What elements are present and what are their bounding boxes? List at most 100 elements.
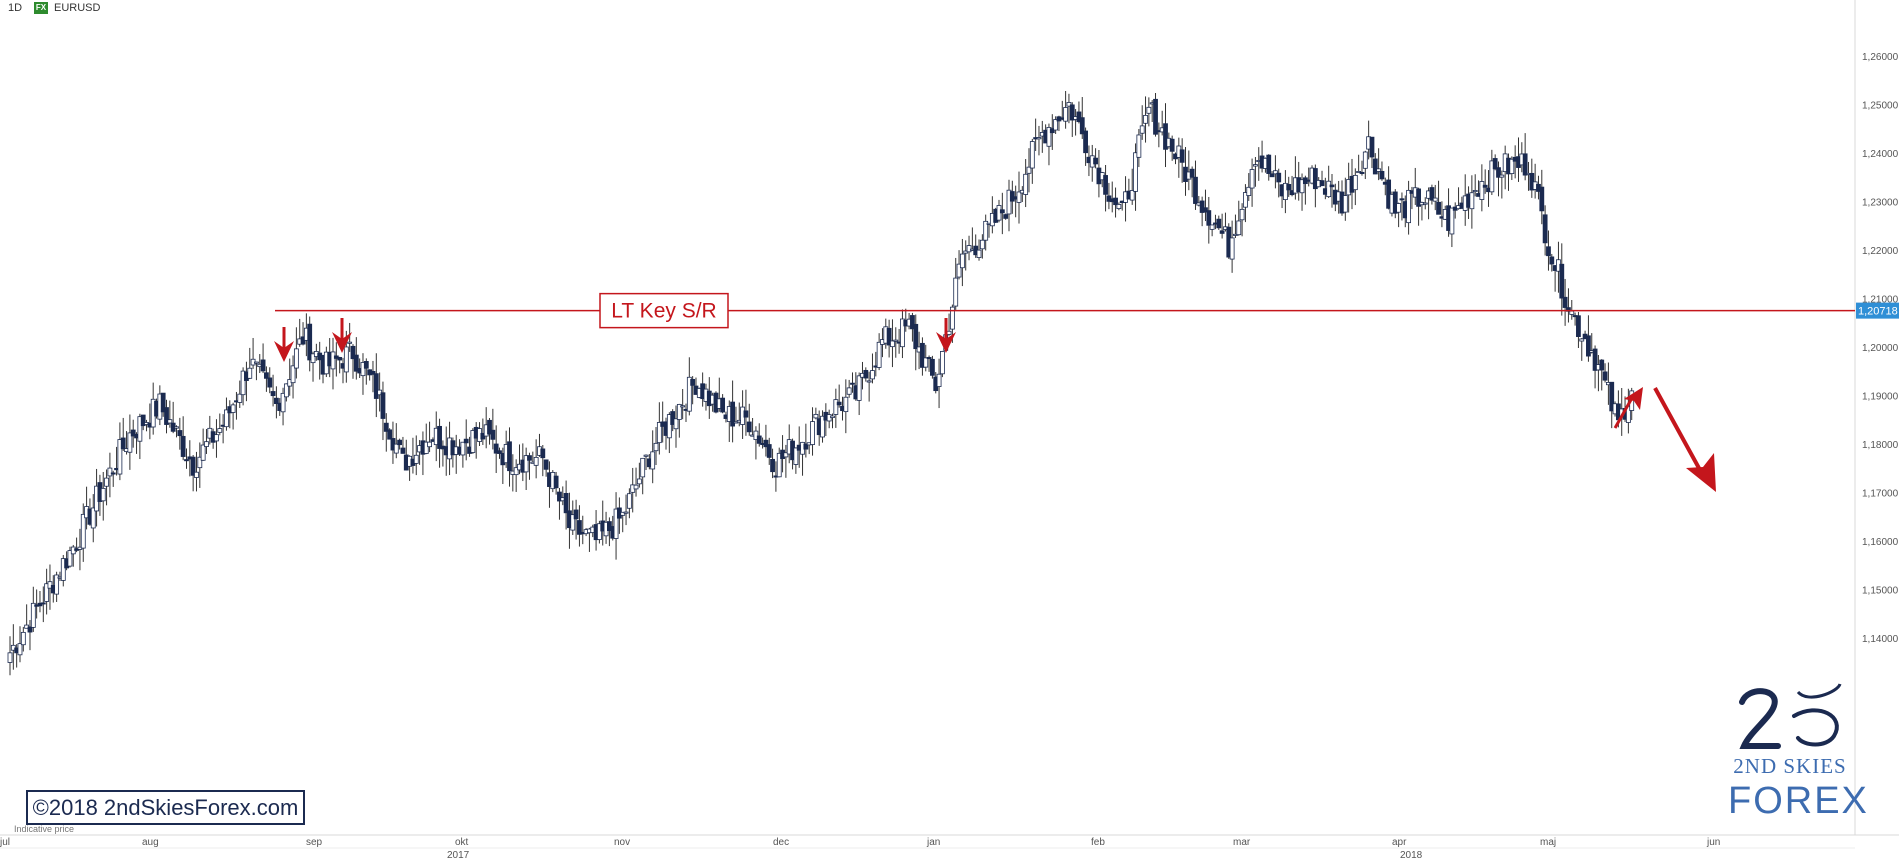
candle-up bbox=[347, 341, 353, 344]
candle-down bbox=[267, 377, 273, 388]
candle-up bbox=[650, 451, 656, 470]
candle-down bbox=[1549, 256, 1555, 265]
candle-down bbox=[1592, 348, 1598, 371]
candle-down bbox=[1392, 191, 1398, 214]
candle-up bbox=[893, 339, 899, 342]
candle-up bbox=[1509, 158, 1515, 174]
candle-up bbox=[230, 404, 236, 413]
candle-up bbox=[680, 405, 686, 408]
year-axis-labels: 2017 2018 bbox=[447, 850, 1423, 860]
candle-down bbox=[463, 438, 469, 444]
candle-up bbox=[1023, 173, 1029, 195]
month-tick-label: aug bbox=[142, 837, 159, 848]
candle-down bbox=[353, 354, 359, 372]
candle-down bbox=[1369, 136, 1375, 158]
price-tick-label: 1,17000 bbox=[1862, 489, 1899, 500]
candle-up bbox=[413, 454, 419, 464]
candle-up bbox=[653, 442, 659, 452]
candle-up bbox=[1006, 189, 1012, 215]
candle-down bbox=[1522, 153, 1528, 176]
candle-up bbox=[423, 441, 429, 454]
candle-up bbox=[293, 348, 299, 369]
candle-up bbox=[870, 370, 875, 380]
candle-down bbox=[553, 475, 559, 489]
candle-up bbox=[1273, 170, 1278, 175]
lt-key-sr-label-box bbox=[599, 292, 729, 329]
candle-down bbox=[1496, 167, 1501, 178]
candle-up bbox=[597, 523, 602, 540]
candle-up bbox=[1036, 137, 1042, 140]
candle-down bbox=[1079, 117, 1085, 135]
candle-up bbox=[1236, 220, 1242, 236]
candle-up bbox=[733, 421, 739, 424]
candle-up bbox=[810, 421, 815, 445]
candle-down bbox=[720, 397, 726, 413]
candle-down bbox=[190, 456, 196, 476]
candle-down bbox=[264, 372, 269, 379]
candle-up bbox=[846, 387, 852, 395]
candle-up bbox=[570, 514, 576, 531]
candle-down bbox=[557, 491, 562, 502]
candle-down bbox=[507, 441, 512, 472]
candle-up bbox=[676, 403, 682, 420]
copyright-box: ©2018 2ndSkiesForex.com bbox=[26, 790, 305, 825]
candle-up bbox=[613, 508, 619, 539]
price-tick-label: 1,21000 bbox=[1862, 295, 1899, 306]
candle-up bbox=[686, 376, 692, 412]
price-tick-label: 1,18000 bbox=[1862, 440, 1899, 451]
candle-up bbox=[513, 467, 519, 476]
candle-down bbox=[1542, 214, 1548, 244]
candle-up bbox=[633, 484, 639, 490]
candle-up bbox=[1499, 174, 1505, 178]
candle-up bbox=[533, 456, 539, 466]
candle-down bbox=[926, 357, 932, 360]
candle-down bbox=[437, 425, 442, 449]
candle-up bbox=[80, 513, 86, 549]
candle-up bbox=[1406, 189, 1411, 224]
candle-up bbox=[1239, 208, 1245, 221]
candle-down bbox=[1436, 201, 1441, 215]
candle-down bbox=[130, 429, 136, 437]
candle-up bbox=[1432, 197, 1438, 202]
candle-down bbox=[1199, 200, 1205, 213]
candle-down bbox=[543, 459, 549, 470]
candle-down bbox=[307, 323, 313, 361]
candle-up bbox=[167, 419, 173, 424]
candle-down bbox=[803, 443, 809, 450]
candle-down bbox=[120, 437, 126, 450]
candle-up bbox=[1342, 195, 1348, 213]
candle-down bbox=[260, 359, 266, 372]
candle-down bbox=[1206, 210, 1212, 226]
candle-up bbox=[1053, 119, 1059, 131]
candle-up bbox=[753, 430, 759, 440]
candle-down bbox=[1083, 130, 1088, 154]
candle-up bbox=[17, 643, 23, 656]
month-tick-label: jul bbox=[0, 837, 10, 848]
candle-up bbox=[67, 550, 73, 567]
candle-up bbox=[1139, 125, 1145, 134]
timeframe-label[interactable]: 1D bbox=[8, 2, 23, 14]
candle-up bbox=[673, 418, 679, 430]
candle-down bbox=[746, 421, 752, 433]
candle-down bbox=[1559, 263, 1565, 299]
candle-down bbox=[770, 458, 775, 473]
candle-down bbox=[850, 382, 855, 385]
candle-down bbox=[380, 392, 386, 419]
candle-down bbox=[1286, 184, 1292, 191]
candle-down bbox=[1372, 158, 1378, 175]
candle-down bbox=[1609, 381, 1615, 412]
year-tick-label: 2017 bbox=[447, 850, 470, 860]
month-tick-label: jan bbox=[926, 837, 940, 848]
symbol-label[interactable]: EURUSD bbox=[54, 2, 101, 14]
logo-line2: FOREX bbox=[1728, 780, 1869, 822]
candle-down bbox=[1103, 175, 1108, 195]
month-tick-label: okt bbox=[455, 837, 469, 848]
candle-down bbox=[540, 448, 546, 459]
candle-up bbox=[7, 652, 13, 663]
price-tick-label: 1,14000 bbox=[1862, 634, 1899, 645]
candle-down bbox=[387, 429, 393, 440]
candle-up bbox=[1489, 160, 1495, 193]
indicative-price-note: Indicative price bbox=[14, 824, 75, 834]
candle-up bbox=[946, 330, 952, 335]
